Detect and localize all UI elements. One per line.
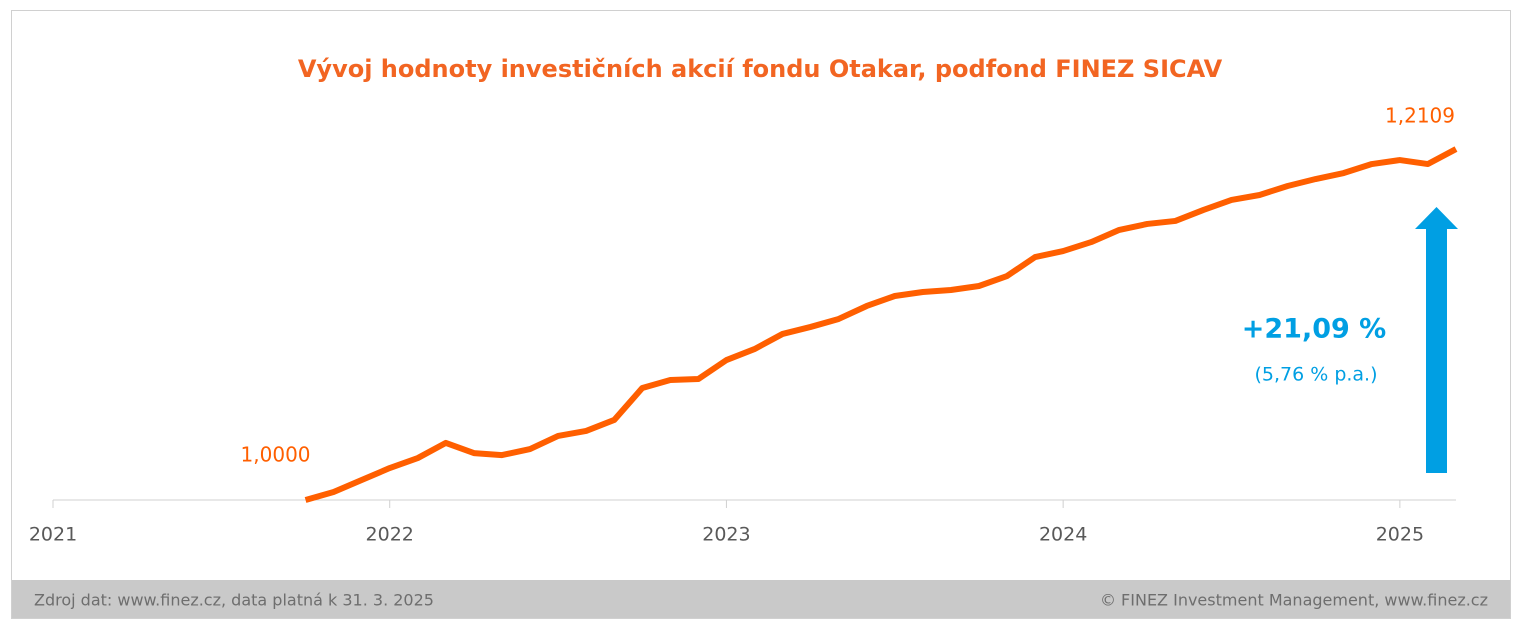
growth-annual: (5,76 % p.a.) [1254,364,1377,386]
chart-frame [11,10,1511,619]
x-tick-label: 2024 [1039,524,1087,546]
growth-arrow-head [1415,207,1458,229]
x-tick-label: 2022 [366,524,414,546]
growth-total: +21,09 % [1242,314,1386,345]
chart-title: Vývoj hodnoty investičních akcií fondu O… [298,55,1223,83]
footer-source: Zdroj dat: www.finez.cz, data platná k 3… [34,591,434,610]
footer-copyright: © FINEZ Investment Management, www.finez… [1100,591,1488,610]
growth-arrow-shaft [1426,227,1447,473]
data-line [304,146,1458,503]
data-label: 1,2109 [1385,104,1455,128]
data-label: 1,0000 [241,443,311,467]
x-tick-label: 2023 [702,524,750,546]
x-tick-label: 2021 [29,524,77,546]
footer-band [12,580,1510,618]
x-tick-label: 2025 [1376,524,1424,546]
